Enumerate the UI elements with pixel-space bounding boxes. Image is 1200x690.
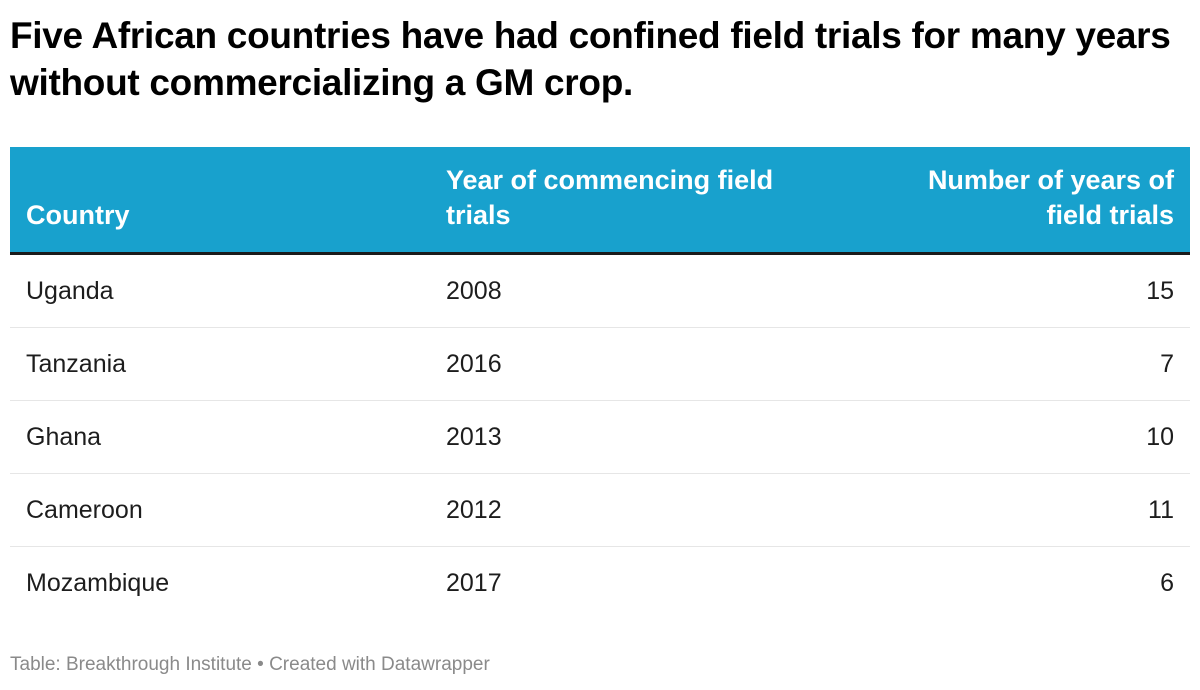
cell-country: Uganda: [10, 253, 430, 328]
table-row: Ghana 2013 10: [10, 400, 1190, 474]
data-table: Country Year of commencing field trials …: [10, 147, 1190, 619]
chart-title: Five African countries have had confined…: [10, 15, 1171, 103]
table-row: Cameroon 2012 11: [10, 473, 1190, 547]
cell-year: 2012: [430, 473, 852, 547]
cell-country: Tanzania: [10, 327, 430, 401]
cell-country: Cameroon: [10, 473, 430, 547]
cell-year: 2017: [446, 568, 502, 597]
cell-year: 2008: [430, 253, 852, 328]
cell-years-count: 6: [1160, 568, 1174, 597]
table-row: Mozambique 2017 6: [10, 547, 1190, 620]
cell-years-count: 11: [852, 473, 1190, 547]
cell-country: Ghana: [10, 400, 430, 474]
cell-year: 2016: [430, 327, 852, 401]
column-header-year[interactable]: Year of commencing field trials: [430, 147, 852, 255]
source-footer: Table: Breakthrough Institute • Created …: [10, 654, 490, 675]
cell-years-count: 7: [852, 327, 1190, 401]
cell-year: 2013: [430, 400, 852, 474]
cell-years-count: 10: [852, 400, 1190, 474]
table-row: Uganda 2008 15: [10, 253, 1190, 328]
cell-years-count: 15: [852, 253, 1190, 328]
column-header-country[interactable]: Country: [10, 147, 430, 255]
column-header-years-count[interactable]: Number of years of field trials: [852, 147, 1190, 255]
table-row: Tanzania 2016 7: [10, 327, 1190, 401]
table-header-row: Country Year of commencing field trials …: [10, 147, 1190, 255]
cell-country: Mozambique: [26, 568, 170, 597]
